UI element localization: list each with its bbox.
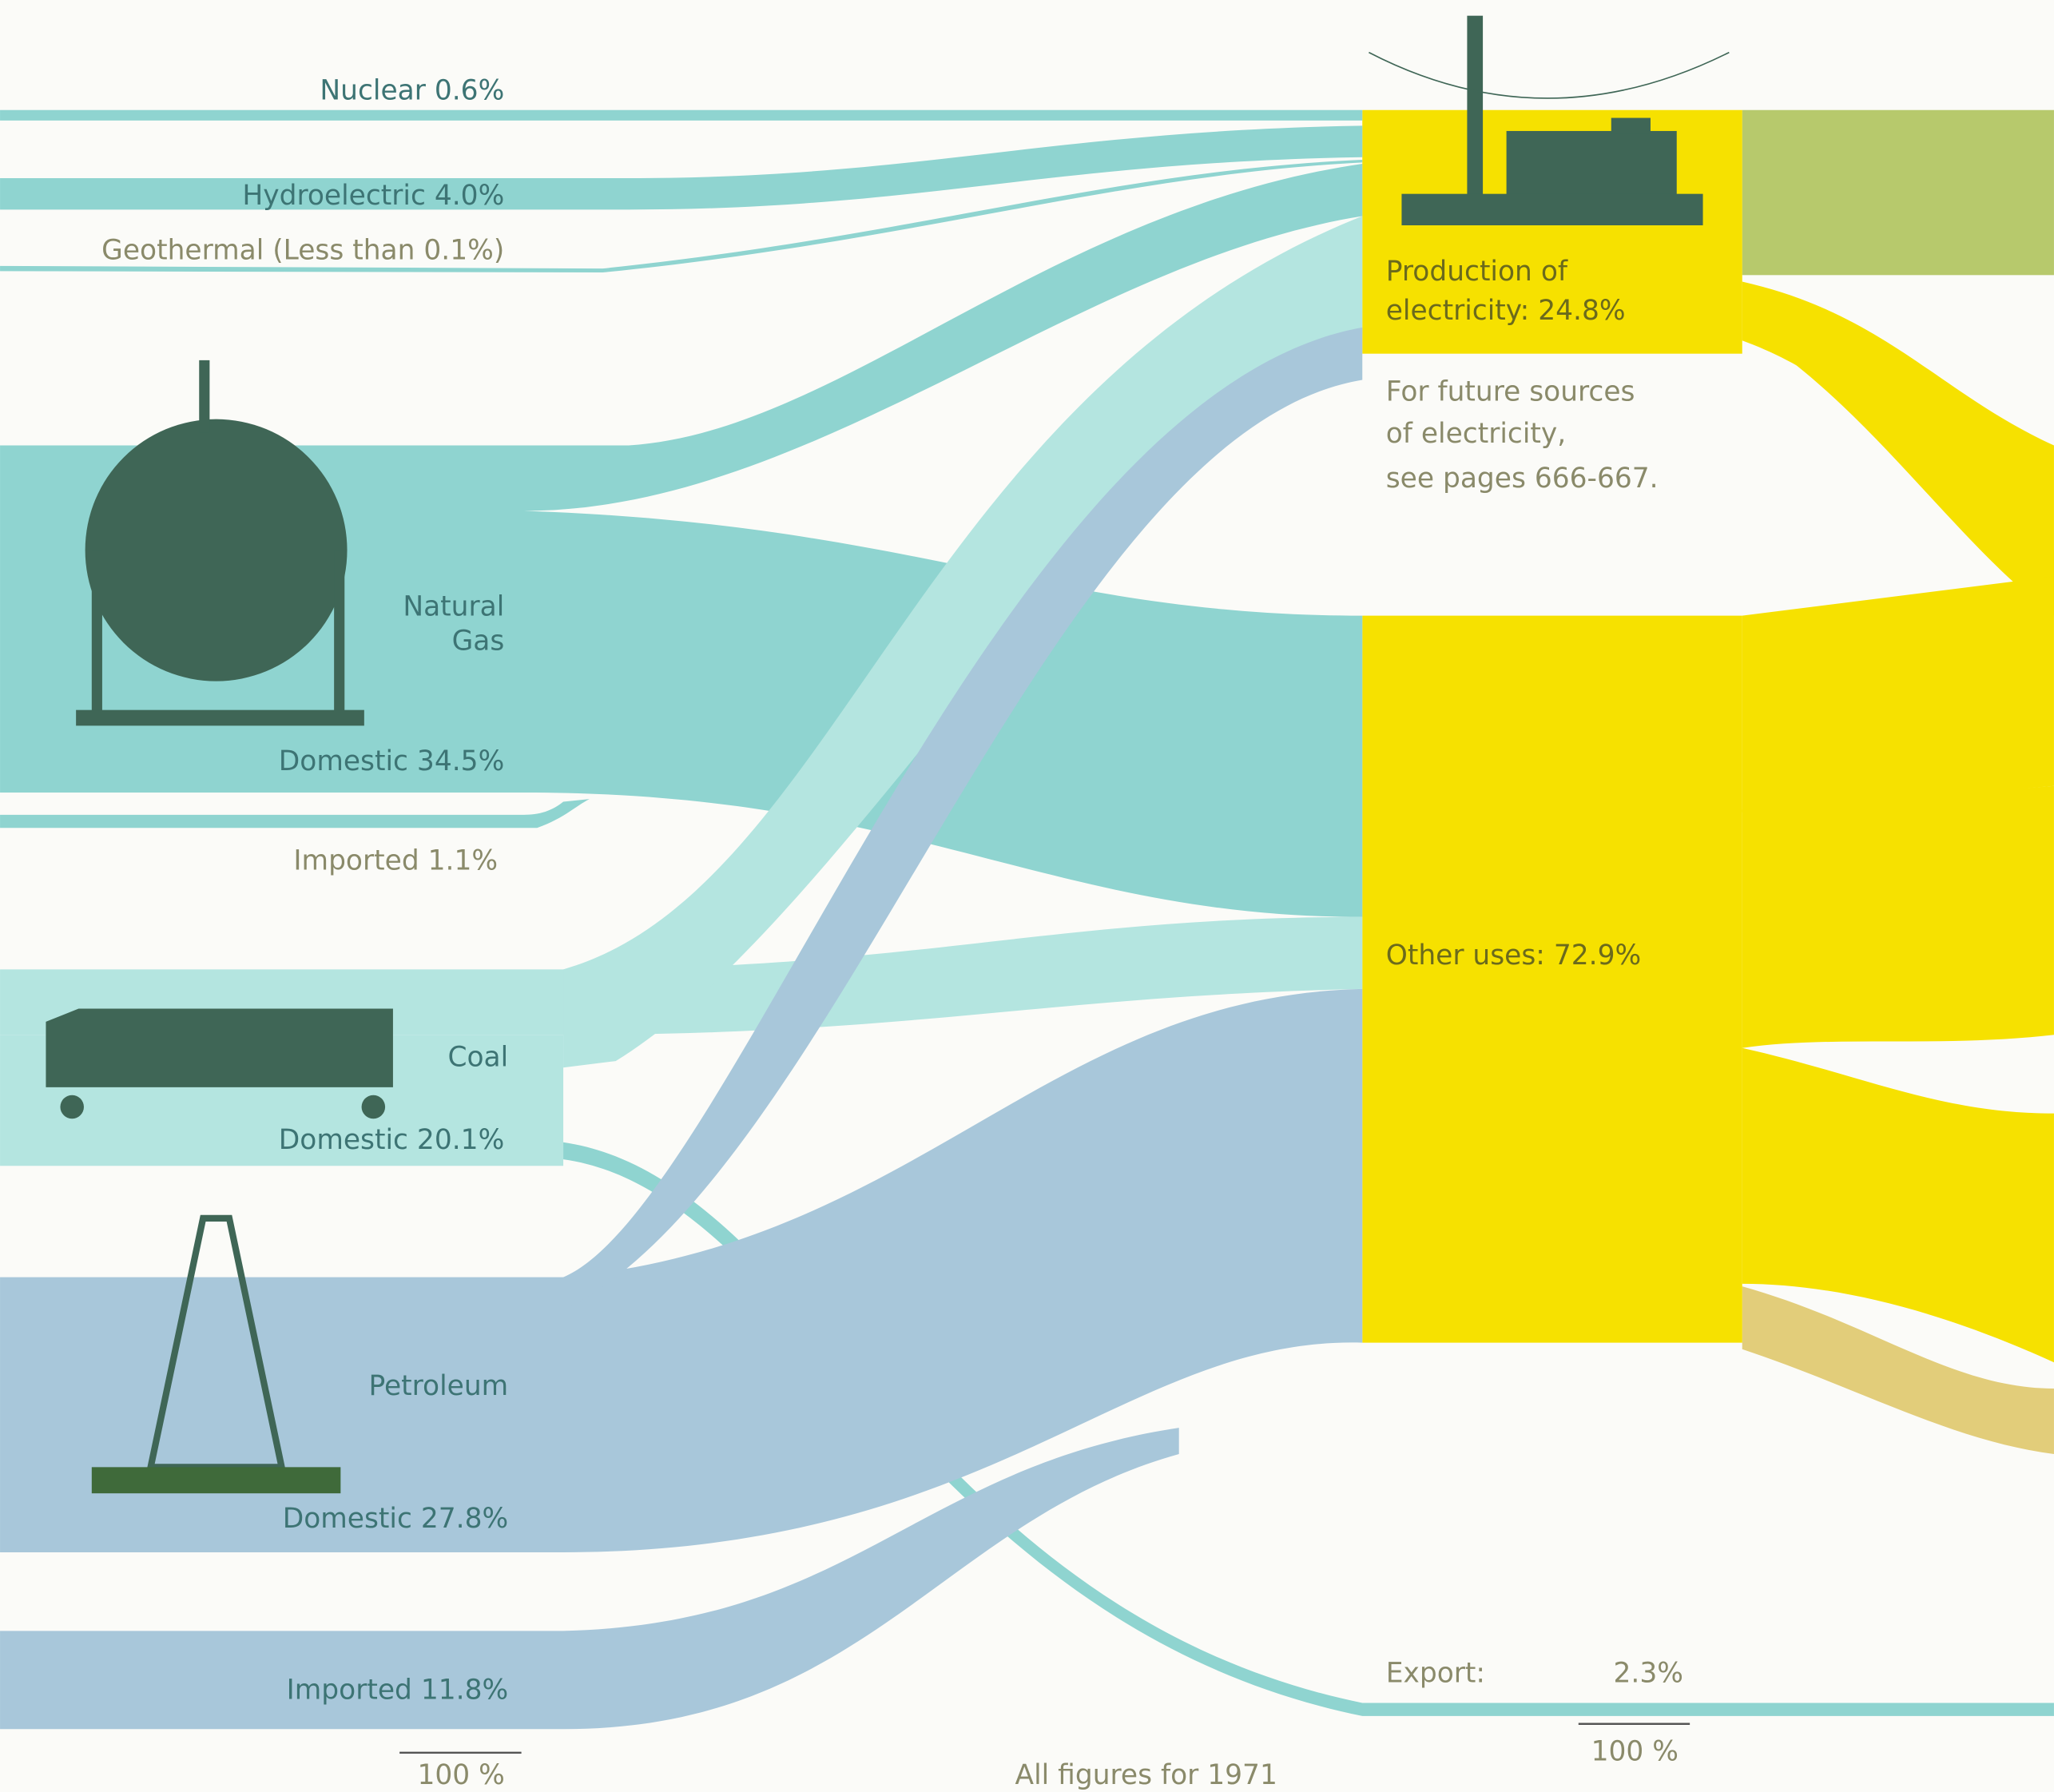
flow (563, 216, 1363, 1068)
name: Geothermal (101, 235, 264, 267)
label: Imported 1.1% (293, 845, 498, 877)
name: electricity: (1386, 295, 1530, 327)
footer: All figures for 1971 (1015, 1759, 1277, 1791)
label: Hydroelectric 4.0% (242, 180, 504, 212)
flow (0, 988, 1363, 1552)
label: Gas (452, 625, 505, 657)
name: Imported (293, 845, 419, 877)
flow (0, 799, 590, 828)
labels: Nuclear 0.6% Hydroelectric 4.0% Geotherm… (101, 75, 1690, 1791)
flow (563, 327, 1363, 1310)
icons (46, 15, 1730, 1494)
other-uses-node (1362, 615, 1742, 1343)
flows (0, 109, 2054, 1730)
label: Petroleum (368, 1370, 508, 1402)
name: Nuclear (320, 75, 426, 107)
label: Domestic 20.1% (279, 1124, 505, 1156)
flow (0, 109, 1363, 121)
label: Production of (1386, 256, 1568, 288)
value: 4.0% (435, 180, 504, 212)
flow (1742, 1286, 2054, 1454)
label: Domestic 34.5% (279, 745, 505, 777)
icon (1401, 193, 1703, 226)
label: Imported 11.8% (287, 1675, 509, 1707)
value: 11.8% (421, 1675, 508, 1707)
label: Domestic 27.8% (283, 1503, 509, 1535)
flow (1781, 340, 2054, 616)
value: 24.8% (1538, 295, 1625, 327)
flow (0, 125, 1363, 210)
name: Domestic (283, 1503, 412, 1535)
value: 0.6% (435, 75, 504, 107)
note: see pages 666-667. (1386, 463, 1659, 495)
icon (1611, 117, 1651, 134)
name: Domestic (279, 1124, 408, 1156)
flow (0, 1428, 1179, 1730)
label: Coal (447, 1042, 508, 1074)
name: Hydroelectric (242, 180, 426, 212)
icon (46, 1008, 393, 1087)
note: For future sources (1386, 376, 1635, 408)
label: electricity: 24.8% (1386, 295, 1626, 327)
name: Other uses: (1386, 940, 1545, 971)
label: Export: (1386, 1657, 1485, 1689)
value: 20.1% (417, 1124, 504, 1156)
name: Domestic (279, 745, 408, 777)
value: 72.9% (1554, 940, 1641, 971)
flow (0, 160, 1363, 273)
label: Geothermal (Less than 0.1%) (101, 235, 504, 267)
flow (1742, 109, 2054, 276)
value: 1.1% (428, 845, 498, 877)
value: 34.5% (417, 745, 504, 777)
icon (91, 550, 102, 721)
value: 2.3% (1613, 1657, 1683, 1689)
icon (361, 1095, 386, 1119)
icon (60, 1095, 84, 1119)
icon (1369, 51, 1730, 99)
note: of electricity, (1386, 418, 1566, 450)
icon (1506, 130, 1677, 197)
label: Other uses: 72.9% (1386, 940, 1641, 971)
flow (1742, 576, 2054, 813)
icon (199, 360, 210, 433)
icon (76, 709, 364, 726)
value: (Less than 0.1%) (272, 235, 504, 267)
name: Imported (287, 1675, 412, 1707)
label: Natural (403, 591, 504, 623)
icon (91, 1467, 341, 1494)
flow (1742, 785, 2054, 1048)
icon (334, 550, 345, 721)
icon (1467, 15, 1484, 200)
icon (85, 419, 348, 681)
value: 27.8% (421, 1503, 508, 1535)
total: 100 % (1591, 1736, 1679, 1768)
flow (1742, 1047, 2054, 1363)
total: 100 % (418, 1759, 505, 1791)
label: Nuclear 0.6% (320, 75, 504, 107)
